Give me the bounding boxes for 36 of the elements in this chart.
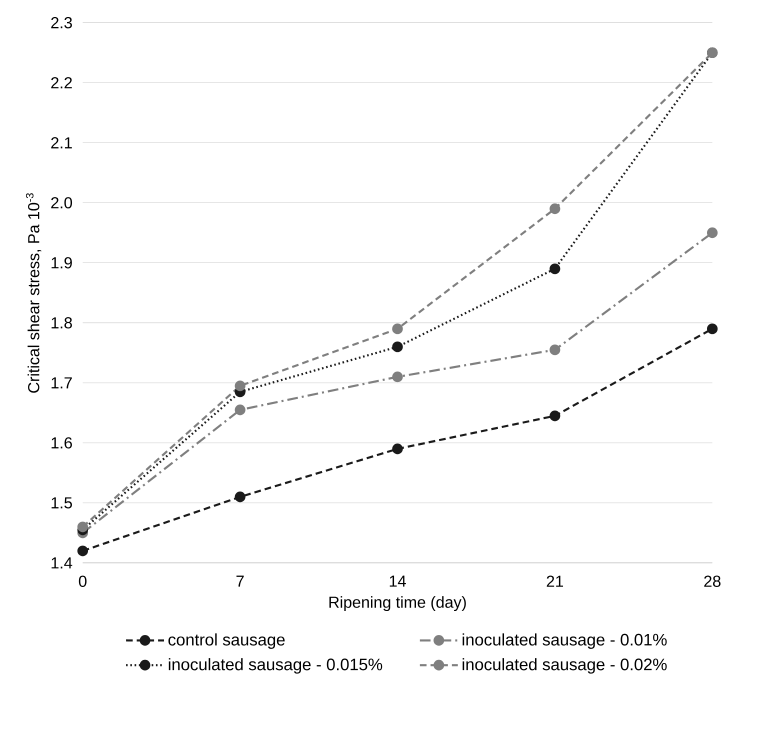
point (550, 264, 560, 274)
legend-label: inoculated sausage - 0.015% (168, 658, 382, 674)
y-tick-label: 1.9 (52, 257, 72, 269)
point (392, 324, 403, 334)
y-tick-label: 2.3 (51, 17, 72, 29)
y-tick-label: 1.6 (52, 437, 72, 449)
point (234, 492, 246, 502)
point (77, 546, 88, 556)
point (706, 228, 718, 238)
point (550, 344, 560, 356)
legend-label: control sausage (168, 634, 285, 650)
x-tick-label: 21 (546, 576, 564, 587)
point (392, 342, 403, 352)
point (392, 444, 403, 454)
y-tick-label: 1.7 (52, 378, 72, 389)
y-tick-label: 1.8 (52, 317, 72, 329)
y-tick-label: 1.4 (52, 558, 72, 569)
y-tick-label: 2.0 (51, 197, 72, 209)
point (550, 410, 560, 422)
y-tick-label: 2.1 (51, 137, 72, 148)
point (234, 380, 246, 392)
legend-label: inoculated sausage - 0.02% (462, 658, 667, 674)
legend-label: inoculated sausage - 0.01% (462, 634, 667, 650)
point (77, 522, 88, 532)
y-tick-label: 1.5 (52, 497, 72, 509)
y-tick-label: 2.2 (51, 77, 72, 88)
x-tick-label: 0 (78, 576, 87, 588)
point (706, 324, 718, 334)
x-tick-label: 7 (236, 576, 244, 587)
point (234, 404, 246, 416)
x-axis-title: Ripening time (day) (329, 596, 466, 612)
x-tick-label: 28 (704, 576, 721, 588)
y-axis-title: Critical shear stress, Pa 10$^{-3}$ (26, 193, 42, 393)
point (550, 204, 560, 214)
x-tick-label: 14 (390, 576, 406, 587)
point (392, 372, 403, 382)
